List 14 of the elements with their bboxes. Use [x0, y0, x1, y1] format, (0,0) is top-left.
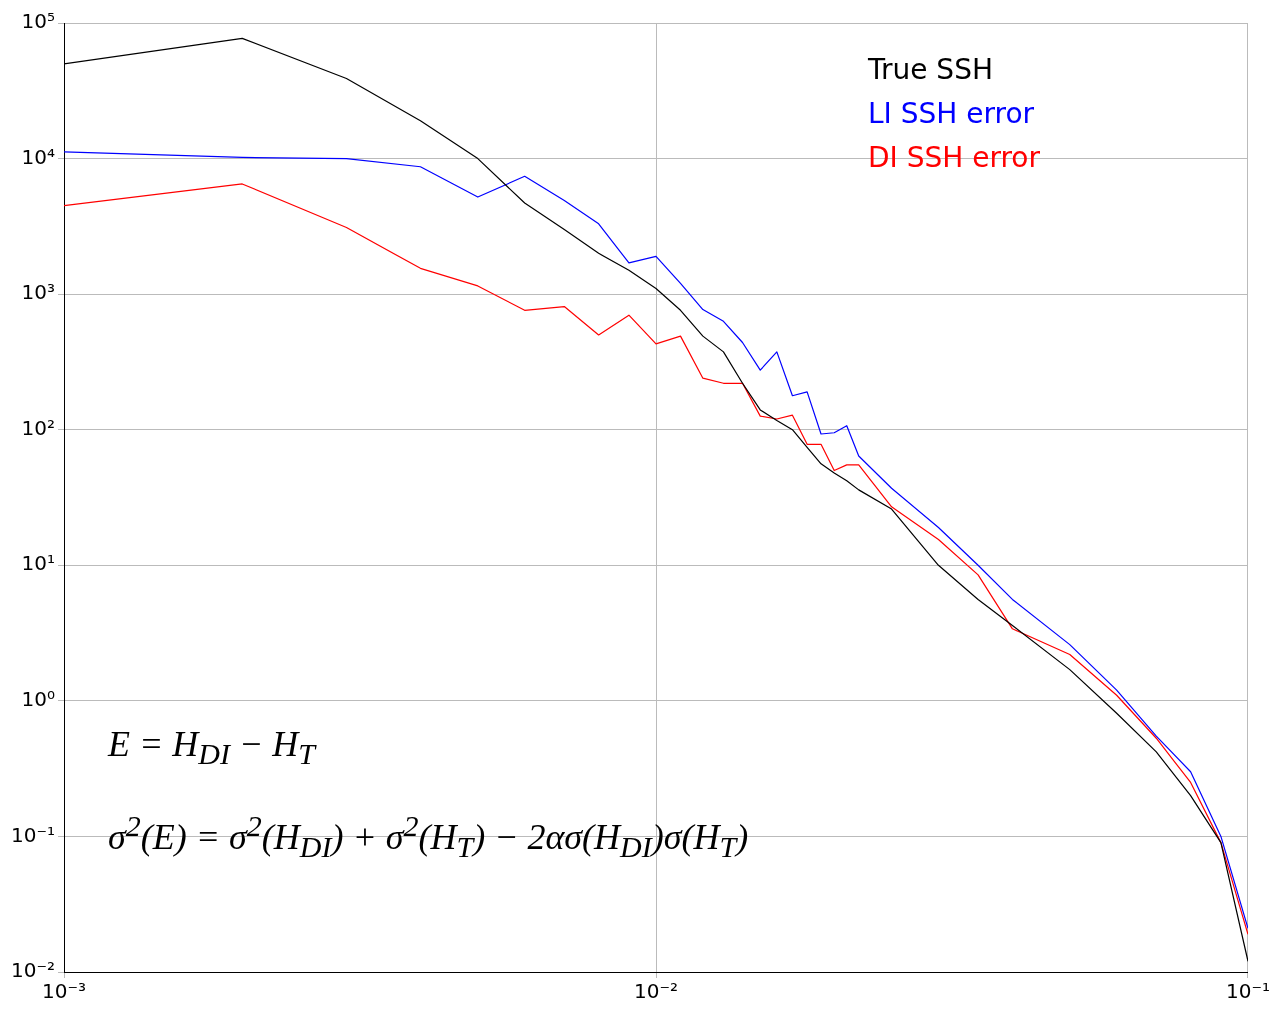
- text: True SSH: [868, 52, 994, 88]
- annotation: E = H$_{DI}$ − H$_{T}$: [108, 723, 318, 773]
- text: LI SSH error: [868, 96, 1036, 132]
- y-tick-label: 10⁵: [21, 9, 56, 34]
- y-tick-label: 10⁻¹: [10, 822, 56, 847]
- x-tick-label: 10⁻²: [633, 979, 679, 1004]
- y-tick-label: 10⁰: [21, 687, 56, 712]
- text: DI SSH error: [868, 140, 1041, 176]
- y-tick-label: 10³: [21, 280, 56, 305]
- y-tick-label: 10²: [21, 415, 56, 440]
- text: σ$^{2}$(E) = σ$^{2}$(H$_{DI}$) + σ$^{2}$(H$_{T}$) − 2ασ(H$_{DI}$)σ(H$_{T}$): [108, 809, 749, 864]
- y-tick-label: 10¹: [21, 551, 56, 576]
- x-tick-label: 10⁻¹: [1225, 979, 1270, 1004]
- y-tick-label: 10⁴: [21, 144, 56, 169]
